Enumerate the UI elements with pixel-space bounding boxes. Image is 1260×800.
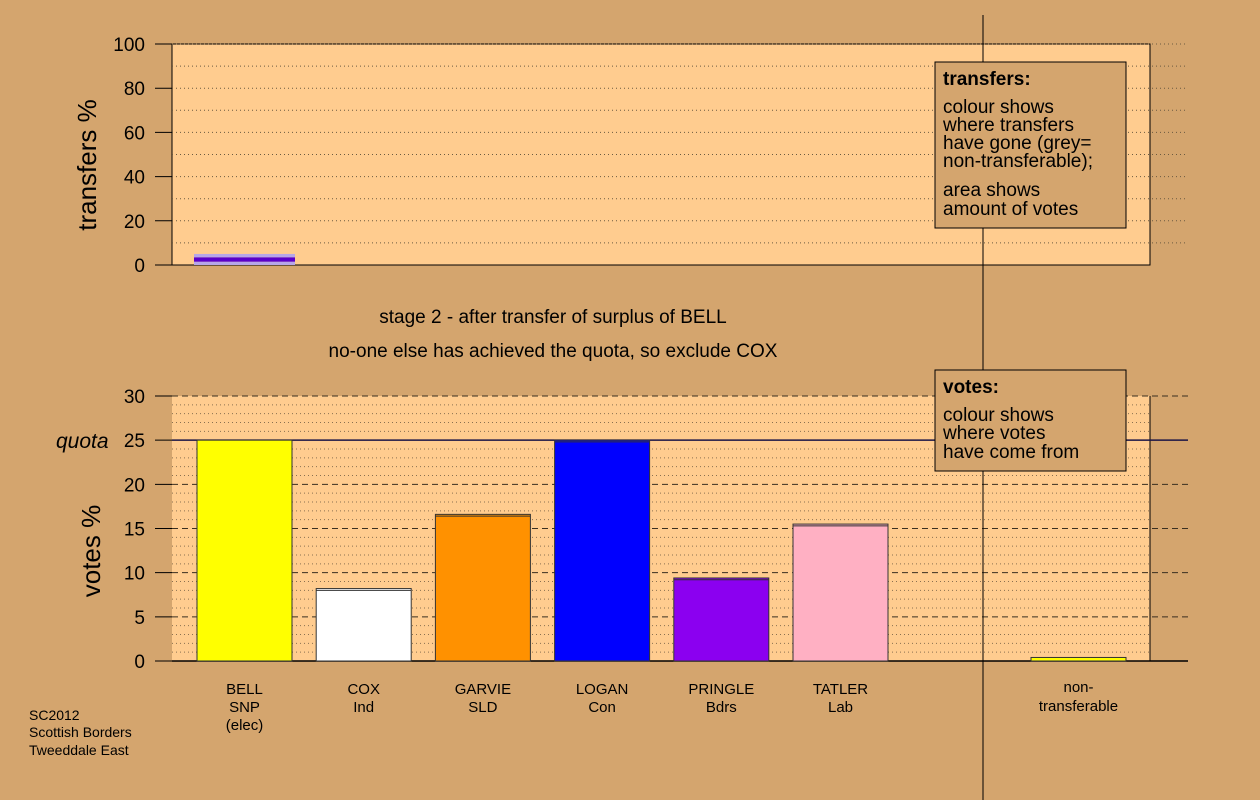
transfers-y-axis: 0 20 40 60 80 100 <box>113 35 172 277</box>
footer-line: Tweeddale East <box>29 742 129 758</box>
transfers-legend-box: transfers: colour shows where transfers … <box>934 61 1127 229</box>
vote-bar-nontransferable <box>1030 656 1127 662</box>
candidate-label: (elec) <box>226 717 264 734</box>
y-tick-label: 20 <box>124 475 145 496</box>
transfers-legend-line: non-transferable); <box>943 151 1093 172</box>
votes-gridlines <box>172 395 1188 662</box>
votes-legend-frame <box>934 369 1127 472</box>
candidate-label: SNP <box>229 699 260 716</box>
transfer-bar-segment <box>194 253 295 258</box>
transfer-bar-segment <box>194 261 295 265</box>
nontransferable-label: non- <box>1063 679 1093 696</box>
vote-bar-cox <box>315 588 412 662</box>
y-tick-label: 20 <box>124 212 145 233</box>
vote-bar-bell <box>196 439 293 662</box>
footer-line: Scottish Borders <box>29 724 132 740</box>
transfers-bars <box>194 253 295 265</box>
vote-bar-tatler <box>792 523 889 662</box>
stage-caption-line1: stage 2 - after transfer of surplus of B… <box>379 307 726 328</box>
votes-bars <box>196 439 1127 662</box>
candidate-label: Ind <box>353 699 374 716</box>
transfers-gridlines <box>172 43 1188 244</box>
y-tick-label: 5 <box>134 608 145 629</box>
transfers-legend-line: where transfers <box>942 115 1074 136</box>
y-tick-label: 15 <box>124 520 145 541</box>
y-tick-label: 0 <box>134 256 145 277</box>
candidate-label: PRINGLE <box>688 681 754 698</box>
y-tick-label: 80 <box>124 79 145 100</box>
candidate-label: COX <box>347 681 380 698</box>
candidate-label: Lab <box>828 699 853 716</box>
y-tick-label: 100 <box>113 35 145 56</box>
transfer-bar-segment <box>194 257 295 262</box>
footer-line: SC2012 <box>29 707 80 723</box>
transfers-legend-line: area shows <box>943 180 1040 201</box>
candidate-label: LOGAN <box>576 681 629 698</box>
transfers-legend-line: amount of votes <box>943 199 1078 220</box>
candidate-label: BELL <box>226 681 263 698</box>
candidate-label: SLD <box>468 699 497 716</box>
candidate-label: TATLER <box>813 681 868 698</box>
transfers-legend-title: transfers: <box>943 69 1031 90</box>
nontransferable-label: transferable <box>1039 698 1118 715</box>
vote-bar-logan <box>554 439 651 662</box>
votes-legend-line: have come from <box>943 442 1079 463</box>
candidate-label: GARVIE <box>455 681 511 698</box>
y-tick-label: 0 <box>134 652 145 673</box>
candidate-label: Bdrs <box>706 699 737 716</box>
vote-bar-garvie <box>434 513 531 662</box>
stage-caption-line2: no-one else has achieved the quota, so e… <box>329 341 778 362</box>
y-tick-label: 10 <box>124 564 145 585</box>
transfers-legend-line: colour shows <box>943 97 1054 118</box>
transfers-y-axis-label: transfers % <box>72 99 102 231</box>
y-tick-label: 30 <box>124 387 145 408</box>
vote-bar-pringle <box>673 577 770 662</box>
votes-legend-line: colour shows <box>943 405 1054 426</box>
votes-y-axis: 0 5 10 15 20 25 30 <box>124 387 172 673</box>
votes-legend-line: where votes <box>942 423 1045 444</box>
constituency-footer: SC2012 Scottish Borders Tweeddale East <box>29 707 132 758</box>
transfers-legend-frame <box>934 61 1127 229</box>
votes-legend-title: votes: <box>943 377 999 398</box>
votes-y-axis-label: votes % <box>76 505 106 598</box>
transfers-legend-line: have gone (grey= <box>943 133 1091 154</box>
y-tick-label: 40 <box>124 168 145 189</box>
y-tick-label: 25 <box>124 431 145 452</box>
votes-legend-box: votes: colour shows where votes have com… <box>934 369 1127 472</box>
candidate-label: Con <box>588 699 616 716</box>
y-tick-label: 60 <box>124 123 145 144</box>
quota-label: quota <box>56 430 109 453</box>
